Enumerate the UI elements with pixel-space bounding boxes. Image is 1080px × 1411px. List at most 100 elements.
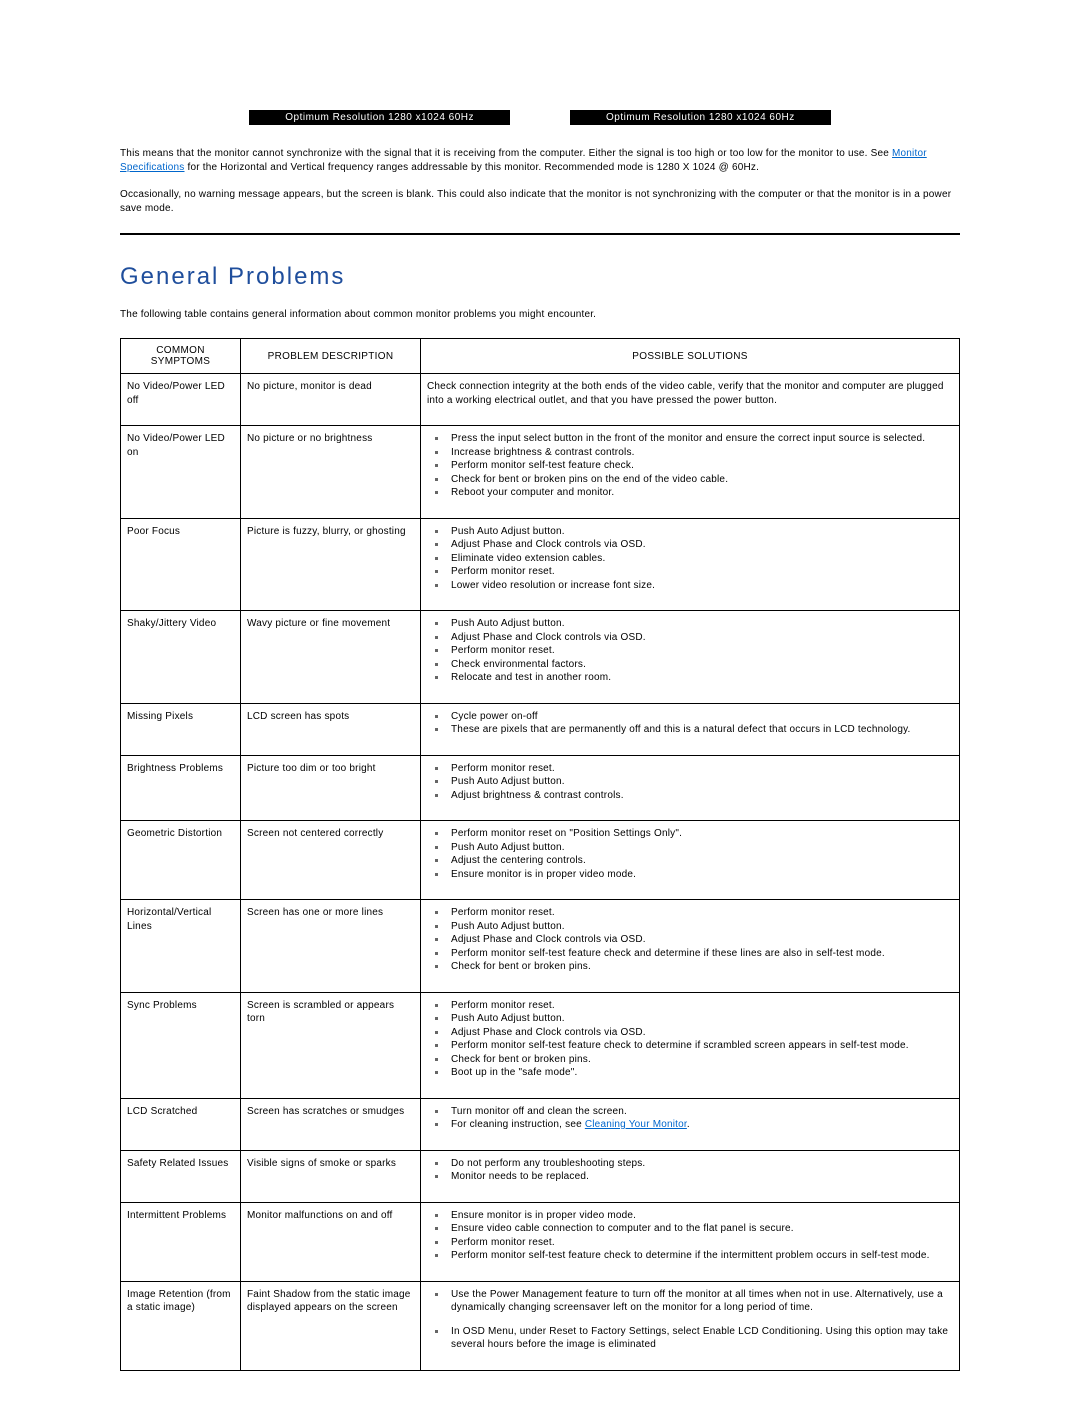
solution-list: Ensure monitor is in proper video mode.E…: [427, 1209, 953, 1263]
cell-solutions: Check connection integrity at the both e…: [421, 374, 960, 426]
cell-description: Screen has one or more lines: [241, 900, 421, 993]
cell-solutions: Perform monitor reset.Push Auto Adjust b…: [421, 992, 960, 1098]
cell-symptom: No Video/Power LED on: [121, 426, 241, 519]
banner-left: Optimum Resolution 1280 x1024 60Hz: [249, 110, 510, 125]
solution-list: Press the input select button in the fro…: [427, 432, 953, 500]
banner-row: Optimum Resolution 1280 x1024 60Hz Optim…: [120, 110, 960, 125]
section-intro: The following table contains general inf…: [120, 309, 960, 320]
list-item: Perform monitor reset.: [445, 565, 953, 579]
list-item: Use the Power Management feature to turn…: [445, 1288, 953, 1315]
cell-symptom: No Video/Power LED off: [121, 374, 241, 426]
cell-solutions: Press the input select button in the fro…: [421, 426, 960, 519]
list-item: Perform monitor reset.: [445, 762, 953, 776]
cell-symptom: LCD Scratched: [121, 1098, 241, 1150]
cell-solutions: Cycle power on-offThese are pixels that …: [421, 703, 960, 755]
table-row: Shaky/Jittery VideoWavy picture or fine …: [121, 611, 960, 704]
solution-list: Do not perform any troubleshooting steps…: [427, 1157, 953, 1184]
cell-solutions: Do not perform any troubleshooting steps…: [421, 1150, 960, 1202]
list-item: Check for bent or broken pins on the end…: [445, 473, 953, 487]
list-item-text: For cleaning instruction, see: [451, 1119, 585, 1130]
intro-paragraph-1: This means that the monitor cannot synch…: [120, 147, 960, 174]
solution-list: Cycle power on-offThese are pixels that …: [427, 710, 953, 737]
list-item: Perform monitor reset on "Position Setti…: [445, 827, 953, 841]
list-item-text: .: [687, 1119, 690, 1130]
list-item: Ensure video cable connection to compute…: [445, 1222, 953, 1236]
list-item: These are pixels that are permanently of…: [445, 723, 953, 737]
table-row: Image Retention (from a static image)Fai…: [121, 1281, 960, 1370]
cell-description: Screen not centered correctly: [241, 821, 421, 900]
section-divider: [120, 233, 960, 235]
table-row: Safety Related IssuesVisible signs of sm…: [121, 1150, 960, 1202]
cell-solutions: Perform monitor reset.Push Auto Adjust b…: [421, 755, 960, 821]
cell-solutions: Push Auto Adjust button.Adjust Phase and…: [421, 611, 960, 704]
header-symptom: COMMON SYMPTOMS: [121, 339, 241, 374]
table-row: LCD ScratchedScreen has scratches or smu…: [121, 1098, 960, 1150]
list-item: Push Auto Adjust button.: [445, 775, 953, 789]
header-solutions: POSSIBLE SOLUTIONS: [421, 339, 960, 374]
list-item: Perform monitor self-test feature check …: [445, 1249, 953, 1263]
list-item: Perform monitor reset.: [445, 1236, 953, 1250]
list-item: Push Auto Adjust button.: [445, 525, 953, 539]
list-item: Check for bent or broken pins.: [445, 1053, 953, 1067]
solution-list: Perform monitor reset on "Position Setti…: [427, 827, 953, 881]
page: Optimum Resolution 1280 x1024 60Hz Optim…: [0, 0, 1080, 1411]
list-item: Adjust Phase and Clock controls via OSD.: [445, 631, 953, 645]
list-item: Lower video resolution or increase font …: [445, 579, 953, 593]
cell-solutions: Push Auto Adjust button.Adjust Phase and…: [421, 518, 960, 611]
cell-symptom: Safety Related Issues: [121, 1150, 241, 1202]
list-item: Adjust brightness & contrast controls.: [445, 789, 953, 803]
list-item: Adjust Phase and Clock controls via OSD.: [445, 538, 953, 552]
cell-description: No picture or no brightness: [241, 426, 421, 519]
table-row: Brightness ProblemsPicture too dim or to…: [121, 755, 960, 821]
solution-list: Perform monitor reset.Push Auto Adjust b…: [427, 999, 953, 1080]
cell-symptom: Image Retention (from a static image): [121, 1281, 241, 1370]
list-item: Ensure monitor is in proper video mode.: [445, 868, 953, 882]
table-row: Geometric DistortionScreen not centered …: [121, 821, 960, 900]
list-item: Push Auto Adjust button.: [445, 1012, 953, 1026]
cell-solutions: Ensure monitor is in proper video mode.E…: [421, 1202, 960, 1281]
intro-paragraph-2: Occasionally, no warning message appears…: [120, 188, 960, 215]
cell-symptom: Poor Focus: [121, 518, 241, 611]
list-item: Ensure monitor is in proper video mode.: [445, 1209, 953, 1223]
cell-symptom: Geometric Distortion: [121, 821, 241, 900]
table-header-row: COMMON SYMPTOMS PROBLEM DESCRIPTION POSS…: [121, 339, 960, 374]
list-item: Perform monitor reset.: [445, 644, 953, 658]
problems-table: COMMON SYMPTOMS PROBLEM DESCRIPTION POSS…: [120, 338, 960, 1371]
list-item: Turn monitor off and clean the screen.: [445, 1105, 953, 1119]
cell-symptom: Shaky/Jittery Video: [121, 611, 241, 704]
cell-description: Monitor malfunctions on and off: [241, 1202, 421, 1281]
solution-list: Push Auto Adjust button.Adjust Phase and…: [427, 525, 953, 593]
cell-description: Screen has scratches or smudges: [241, 1098, 421, 1150]
table-row: Horizontal/Vertical LinesScreen has one …: [121, 900, 960, 993]
list-item: Push Auto Adjust button.: [445, 841, 953, 855]
list-item: Perform monitor reset.: [445, 999, 953, 1013]
cell-solutions: Perform monitor reset on "Position Setti…: [421, 821, 960, 900]
cell-description: No picture, monitor is dead: [241, 374, 421, 426]
banner-right: Optimum Resolution 1280 x1024 60Hz: [570, 110, 831, 125]
list-item: In OSD Menu, under Reset to Factory Sett…: [445, 1325, 953, 1352]
cell-description: Screen is scrambled or appears torn: [241, 992, 421, 1098]
list-item: Boot up in the "safe mode".: [445, 1066, 953, 1080]
list-item: Increase brightness & contrast controls.: [445, 446, 953, 460]
table-row: Intermittent ProblemsMonitor malfunction…: [121, 1202, 960, 1281]
list-item: Adjust the centering controls.: [445, 854, 953, 868]
list-item: Adjust Phase and Clock controls via OSD.: [445, 1026, 953, 1040]
cell-symptom: Missing Pixels: [121, 703, 241, 755]
cell-symptom: Intermittent Problems: [121, 1202, 241, 1281]
cell-description: Picture is fuzzy, blurry, or ghosting: [241, 518, 421, 611]
cell-symptom: Horizontal/Vertical Lines: [121, 900, 241, 993]
table-row: No Video/Power LED onNo picture or no br…: [121, 426, 960, 519]
list-item: Push Auto Adjust button.: [445, 617, 953, 631]
header-description: PROBLEM DESCRIPTION: [241, 339, 421, 374]
intro-text-1a: This means that the monitor cannot synch…: [120, 148, 892, 159]
general-problems-heading: General Problems: [120, 263, 960, 291]
list-item: Check for bent or broken pins.: [445, 960, 953, 974]
cell-description: Faint Shadow from the static image displ…: [241, 1281, 421, 1370]
cleaning-monitor-link[interactable]: Cleaning Your Monitor: [585, 1119, 687, 1130]
solution-list: Turn monitor off and clean the screen.Fo…: [427, 1105, 953, 1132]
cell-symptom: Brightness Problems: [121, 755, 241, 821]
list-item: Check environmental factors.: [445, 658, 953, 672]
list-item: Perform monitor self-test feature check.: [445, 459, 953, 473]
list-gap: [445, 1315, 953, 1325]
list-item: Press the input select button in the fro…: [445, 432, 953, 446]
